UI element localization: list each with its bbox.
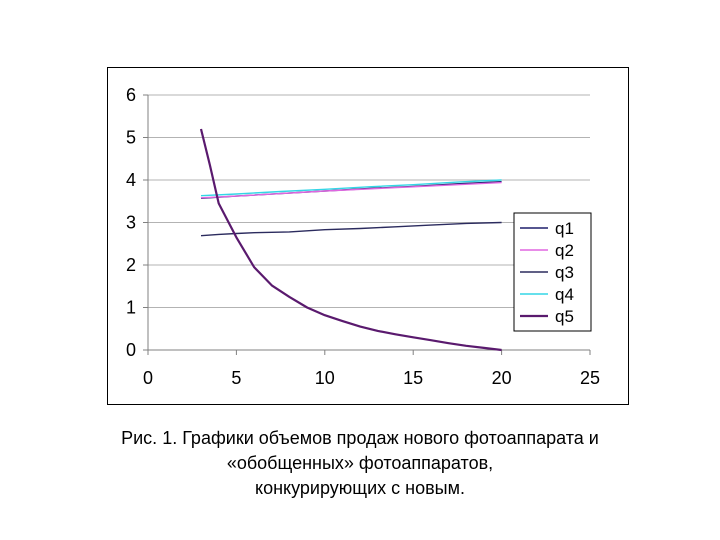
x-tick-label: 0 [143,368,153,388]
series-line-q2 [200,181,502,199]
x-tick-label: 20 [492,368,512,388]
y-tick-label: 0 [126,340,136,360]
y-tick-label: 6 [126,85,136,105]
caption-line-1: Рис. 1. Графики объемов продаж нового фо… [121,428,599,448]
y-tick-label: 3 [126,213,136,233]
caption-line-2: «обобщенных» фотоаппаратов, [226,453,494,473]
y-tick-label: 2 [126,255,136,275]
caption-line-3: конкурирующих с новым. [255,478,465,498]
chart-frame: 0 1 2 3 4 5 6 0 5 10 15 20 25 q1 q2 q3 q4 q5 [107,67,629,405]
figure-caption: Рис. 1. Графики объемов продаж нового фо… [20,426,700,501]
series-lines [199,128,502,352]
tick-labels: 0 1 2 3 4 5 6 0 5 10 15 20 25 [126,85,600,388]
legend-label-q2: q2 [555,241,574,260]
series-line-q5 [199,128,502,352]
legend-label-q5: q5 [555,307,574,326]
x-tick-label: 10 [315,368,335,388]
legend-label-q4: q4 [555,285,574,304]
legend-label-q1: q1 [555,219,574,238]
legend-label-q3: q3 [555,263,574,282]
y-tick-label: 1 [126,298,136,318]
series-line-q3 [200,221,502,237]
y-tick-label: 4 [126,170,136,190]
axes [143,94,591,355]
x-tick-label: 5 [231,368,241,388]
y-tick-label: 5 [126,128,136,148]
x-tick-label: 25 [580,368,600,388]
legend: q1 q2 q3 q4 q5 [513,212,592,332]
line-chart: 0 1 2 3 4 5 6 0 5 10 15 20 25 q1 q2 q3 q4 q5 [126,85,600,388]
x-tick-label: 15 [403,368,423,388]
series-line-q4 [200,179,502,197]
